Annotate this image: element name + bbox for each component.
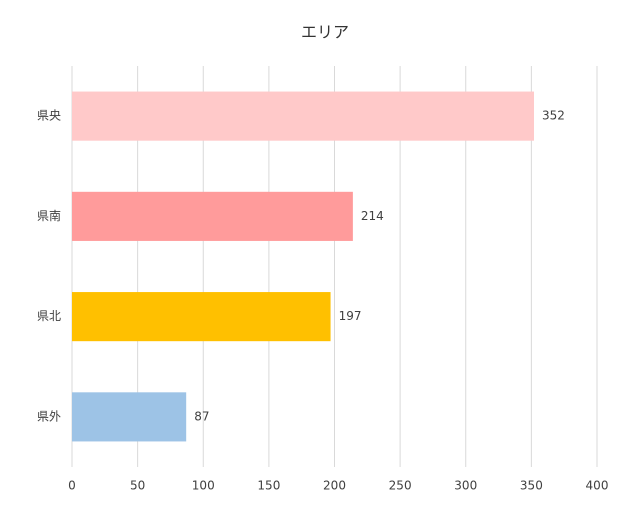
x-tick-label: 350	[520, 479, 543, 493]
y-tick-label: 県央	[37, 109, 61, 123]
y-tick-label: 県外	[37, 409, 61, 423]
data-label: 352	[542, 109, 565, 123]
x-tick-label: 150	[257, 479, 280, 493]
data-label: 87	[194, 409, 209, 423]
data-label: 214	[361, 209, 384, 223]
x-tick-label: 100	[192, 479, 215, 493]
x-tick-label: 250	[389, 479, 412, 493]
bar	[72, 292, 331, 342]
x-tick-label: 200	[323, 479, 346, 493]
bar	[72, 392, 187, 442]
chart-title: エリア	[301, 23, 349, 42]
x-tick-label: 0	[68, 479, 76, 493]
y-tick-label: 県北	[37, 309, 61, 323]
x-tick-label: 300	[454, 479, 477, 493]
x-tick-label: 400	[586, 479, 609, 493]
bar	[72, 191, 353, 241]
bar	[72, 91, 534, 141]
x-tick-label: 50	[130, 479, 145, 493]
data-label: 197	[339, 309, 362, 323]
y-tick-label: 県南	[37, 208, 61, 223]
